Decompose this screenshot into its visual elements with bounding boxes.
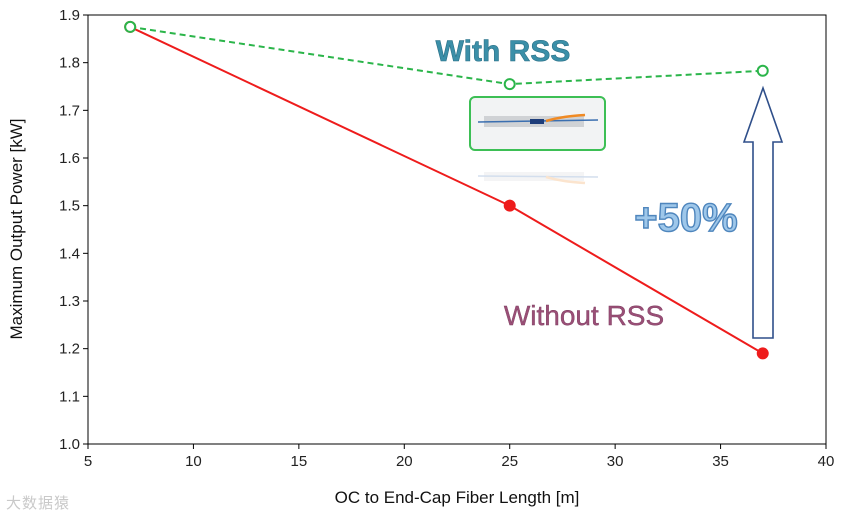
x-tick-label: 25 xyxy=(501,453,518,470)
data-point-with-rss xyxy=(503,78,516,91)
watermark-text: 大数据猿 xyxy=(6,494,71,512)
data-point-without-rss xyxy=(756,347,769,360)
x-axis-title: OC to End-Cap Fiber Length [m] xyxy=(335,488,580,507)
with-rss-annotation: With RSS xyxy=(436,35,571,68)
x-tick-label: 20 xyxy=(396,453,413,470)
y-tick-label: 1.2 xyxy=(59,341,80,358)
data-point-without-rss xyxy=(503,199,516,212)
y-tick-label: 1.1 xyxy=(59,388,80,405)
x-tick-label: 40 xyxy=(818,453,835,470)
x-tick-label: 30 xyxy=(607,453,624,470)
y-tick-label: 1.9 xyxy=(59,7,80,24)
x-tick-label: 15 xyxy=(291,453,308,470)
data-point-with-rss xyxy=(124,20,137,33)
data-point-with-rss xyxy=(756,64,769,77)
y-tick-label: 1.7 xyxy=(59,102,80,119)
x-tick-label: 5 xyxy=(84,453,92,470)
y-axis-title: Maximum Output Power [kW] xyxy=(7,118,26,339)
y-tick-label: 1.3 xyxy=(59,293,80,310)
y-tick-label: 1.5 xyxy=(59,198,80,215)
x-tick-label: 10 xyxy=(185,453,202,470)
y-tick-label: 1.0 xyxy=(59,436,80,453)
plot-frame xyxy=(87,14,827,445)
x-tick-label: 35 xyxy=(712,453,729,470)
gain-arrow xyxy=(742,85,784,339)
fiber-inset-illustration xyxy=(469,96,606,185)
y-tick-label: 1.4 xyxy=(59,245,80,262)
y-tick-label: 1.8 xyxy=(59,55,80,72)
y-tick-label: 1.6 xyxy=(59,150,80,167)
without-rss-annotation: Without RSS xyxy=(504,300,664,331)
gain-percent-annotation: +50% xyxy=(634,196,737,240)
